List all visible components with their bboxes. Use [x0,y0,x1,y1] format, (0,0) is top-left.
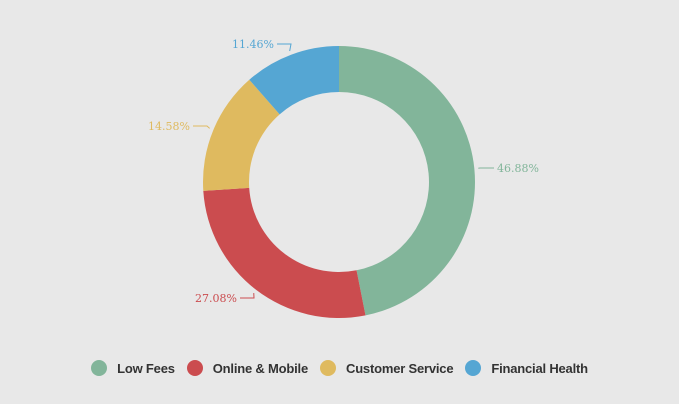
legend-item-online-mobile[interactable]: Online & Mobile [186,360,308,376]
donut-slice-customer-service[interactable] [202,79,280,191]
legend-label: Low Fees [117,360,175,376]
slice-percent-label: 46.88% [497,162,539,175]
legend-item-financial-health[interactable]: Financial Health [465,360,588,376]
slice-percent-label: 27.08% [195,292,237,305]
slice-percent-label: 11.46% [232,38,274,51]
leader-line [193,125,210,129]
legend-label: Customer Service [346,360,454,376]
legend-label: Online & Mobile [212,360,308,376]
legend-label: Financial Health [491,360,588,376]
slice-percent-label: 14.58% [148,120,190,133]
legend-dot-icon [465,360,482,376]
legend-dot-icon [320,360,336,376]
legend-item-customer-service[interactable]: Customer Service [320,360,454,376]
leader-line [277,43,292,52]
donut-slice-financial-health[interactable] [249,46,339,115]
donut-slice-online-mobile[interactable] [203,187,366,318]
legend: Low Fees Online & Mobile Customer Servic… [0,360,679,376]
legend-dot-icon [91,360,108,376]
legend-item-low-fees[interactable]: Low Fees [91,360,175,376]
donut-slice-low-fees[interactable] [339,46,476,316]
legend-dot-icon [186,360,203,376]
leader-line [240,293,255,299]
